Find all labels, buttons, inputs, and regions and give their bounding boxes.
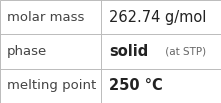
Text: melting point: melting point — [7, 79, 96, 92]
Text: phase: phase — [7, 45, 47, 58]
Text: molar mass: molar mass — [7, 11, 84, 24]
Text: 262.74 g/mol: 262.74 g/mol — [109, 10, 207, 25]
Text: solid: solid — [109, 44, 149, 59]
Text: 250 °C: 250 °C — [109, 78, 163, 93]
Text: (at STP): (at STP) — [162, 46, 206, 57]
